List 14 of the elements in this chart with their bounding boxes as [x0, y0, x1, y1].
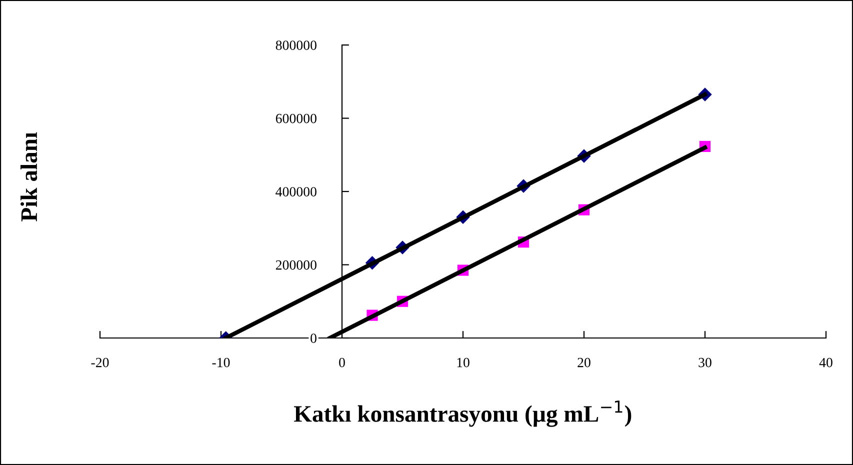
x-tick-label: 40 [819, 358, 832, 368]
y-tick-label: 600000 [276, 114, 316, 124]
y-tick-label: 800000 [276, 40, 316, 50]
y-tick-label: 200000 [276, 260, 316, 270]
x-tick-label: 20 [578, 358, 590, 368]
x-tick-label: -20 [91, 358, 109, 368]
x-tick-label: 0 [339, 358, 345, 368]
y-tick-label: 0 [310, 334, 316, 343]
x-tick-label: -10 [212, 358, 230, 368]
x-axis-title: Katkı konsantrasyonu (µg mL$^{−1}$) [294, 400, 632, 427]
x-tick-label: 30 [698, 358, 712, 368]
y-tick-label: 400000 [276, 187, 316, 196]
y-axis-title: Pik alanı [20, 132, 38, 222]
x-tick-label: 10 [457, 358, 470, 368]
